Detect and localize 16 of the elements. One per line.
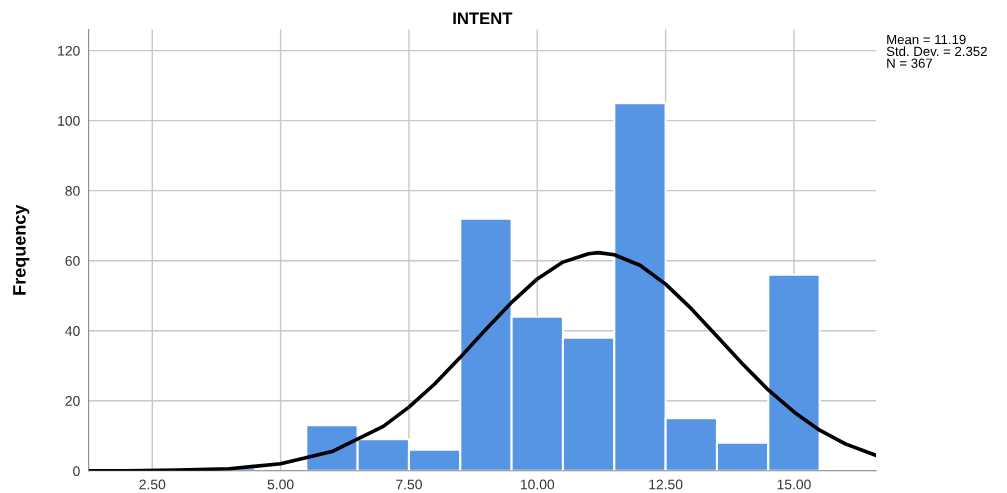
y-axis-title: Frequency (13, 204, 30, 295)
x-tick-label: 2.50 (139, 479, 166, 490)
y-tick-label: 120 (58, 45, 80, 56)
y-tick-label: 20 (65, 396, 80, 406)
text: Mean = 11.19 Std. Dev. = 2.352 N = 367 (886, 34, 987, 68)
x-tick-label: 12.50 (649, 479, 683, 490)
x-tick-label: 15.00 (777, 479, 811, 490)
x-tick-label: 10.00 (520, 479, 555, 490)
x-tick-label: 7.50 (396, 479, 422, 490)
x-tick-label: 5.00 (267, 479, 294, 490)
y-tick-label: 60 (65, 256, 80, 266)
y-tick-label: 40 (65, 326, 80, 336)
y-tick-label: 80 (65, 186, 80, 196)
y-tick-label: 100 (58, 115, 80, 126)
chart-title: INTENT (453, 12, 513, 25)
y-tick-label: 0 (73, 466, 80, 476)
